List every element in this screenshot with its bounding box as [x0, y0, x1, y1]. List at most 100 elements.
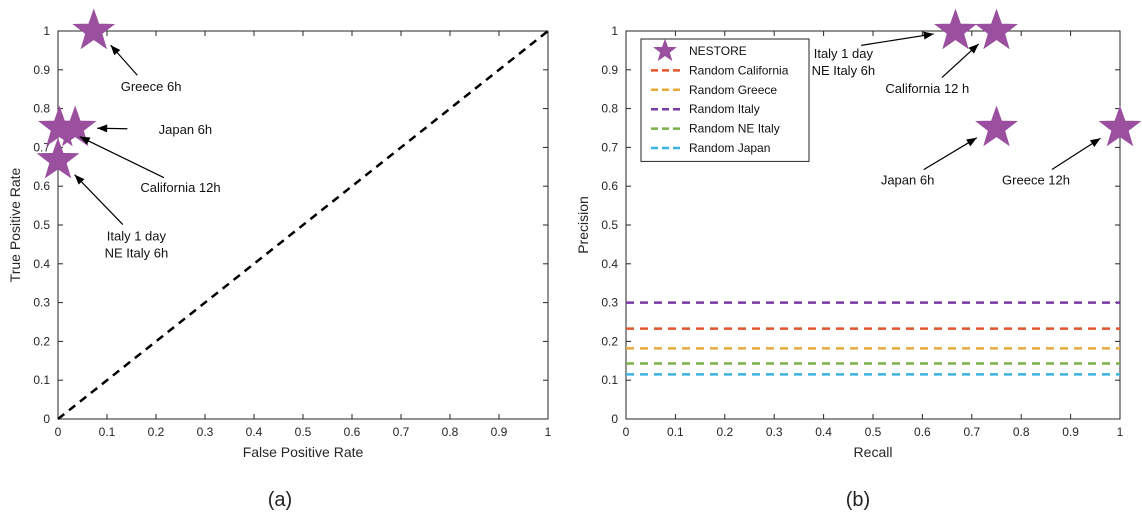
- annotation-arrow-head: [923, 31, 934, 40]
- annotation-line: California 12 h: [885, 81, 969, 96]
- data-point-star: [53, 105, 97, 147]
- y-tick-label: 0.7: [33, 140, 50, 154]
- annotation-line: Japan 6h: [159, 122, 213, 137]
- y-tick-label: 0.1: [33, 373, 50, 387]
- annotation-label: Japan 6h: [881, 172, 935, 187]
- annotation-arrow-shaft: [74, 174, 124, 225]
- data-point-star: [934, 8, 977, 50]
- y-tick-label: 0.9: [33, 63, 50, 77]
- x-tick-label: 0.8: [1013, 425, 1030, 439]
- legend: NESTORE Random California Random Greece Ran…: [640, 38, 810, 162]
- y-tick-label: 0: [43, 412, 50, 426]
- x-tick-label: 0.5: [865, 425, 882, 439]
- y-tick-label: 0.4: [601, 257, 618, 271]
- y-tick-label: 0.8: [601, 102, 618, 116]
- precision-recall-chart: 0 0.1 0.2 0.3 0.4 0.5 0.6 0.7 0.8 0.9 1 0 0.1 0.2 0.3 0…: [575, 8, 1142, 460]
- legend-entry-label: NESTORE: [689, 44, 747, 58]
- x-tick-label: 0.1: [99, 425, 116, 439]
- annotation-arrow-head: [966, 137, 977, 147]
- chance-diagonal-line: [57, 30, 549, 420]
- y-tick-label: 0.1: [601, 373, 618, 387]
- legend-entry-label: Random Greece: [689, 83, 777, 97]
- annotation-arrow-head: [74, 174, 85, 185]
- x-tick-label: 0: [623, 425, 630, 439]
- legend-swatch-star: [653, 38, 677, 62]
- annotation-arrow-head: [110, 45, 121, 56]
- x-tick-label: 0.5: [295, 425, 312, 439]
- y-tick-label: 0.7: [601, 140, 618, 154]
- x-tick-label: 0.7: [393, 425, 410, 439]
- legend-box: [640, 38, 810, 162]
- annotation-line: Italy 1 day: [814, 46, 874, 61]
- y-tick-label: 0.9: [601, 63, 618, 77]
- y-tick-label: 1: [43, 24, 50, 38]
- x-tick-label: 0.6: [914, 425, 931, 439]
- annotation-arrow-head: [1089, 138, 1101, 148]
- annotation-arrow-shaft: [923, 137, 978, 171]
- annotation-line: NE Italy 6h: [812, 63, 876, 78]
- annotation-line: Japan 6h: [881, 172, 935, 187]
- x-tick-label: 0.3: [197, 425, 214, 439]
- x-axis-label: Recall: [854, 444, 893, 460]
- x-tick-label: 0.6: [344, 425, 361, 439]
- y-tick-label: 0.6: [601, 179, 618, 193]
- x-tick-label: 0.9: [491, 425, 508, 439]
- annotation-line: Greece 6h: [121, 79, 182, 94]
- y-tick-label: 1: [611, 24, 618, 38]
- x-tick-label: 0.8: [442, 425, 459, 439]
- legend-entry-label: Random NE Italy: [689, 122, 780, 136]
- annotation-label: Italy 1 day NE Italy 6h: [105, 229, 169, 261]
- x-tick-label: 0.2: [716, 425, 733, 439]
- annotation-line: California 12h: [140, 180, 220, 195]
- data-point-star: [975, 8, 1018, 50]
- y-tick-label: 0.2: [601, 334, 618, 348]
- y-axis-label: Precision: [575, 196, 591, 254]
- y-tick-label: 0.5: [601, 218, 618, 232]
- x-axis-label: False Positive Rate: [243, 444, 364, 460]
- annotation-arrow-head: [97, 124, 108, 133]
- y-tick-label: 0.4: [33, 257, 50, 271]
- annotation-arrow-shaft: [79, 136, 165, 179]
- annotation-label: California 12 h: [885, 81, 969, 96]
- annotation-arrow-head: [79, 136, 91, 145]
- data-point-star: [1098, 105, 1142, 147]
- panel-label-b: (b): [846, 489, 870, 511]
- y-tick-label: 0.8: [33, 102, 50, 116]
- annotation-label: Greece 12h: [1002, 172, 1070, 187]
- x-tick-label: 1: [545, 425, 552, 439]
- x-tick-label: 0.1: [667, 425, 684, 439]
- annotation-label: California 12h: [140, 180, 220, 195]
- annotation-line: Italy 1 day: [107, 229, 167, 244]
- y-axis-label: True Positive Rate: [7, 167, 23, 282]
- annotation-label: Italy 1 day NE Italy 6h: [812, 46, 876, 78]
- roc-chart: 0 0.1 0.2 0.3 0.4 0.5 0.6 0.7 0.8 0.9 1 0 0.1 0.2 0.3 0…: [7, 8, 552, 460]
- x-tick-label: 0.9: [1062, 425, 1079, 439]
- data-point-star: [72, 8, 116, 50]
- x-tick-label: 1: [1117, 425, 1124, 439]
- y-tick-label: 0.3: [33, 296, 50, 310]
- y-tick-label: 0.2: [33, 334, 50, 348]
- x-tick-label: 0: [55, 425, 62, 439]
- panel-label-a: (a): [268, 489, 292, 511]
- annotation-line: Greece 12h: [1002, 172, 1070, 187]
- x-tick-label: 0.4: [246, 425, 263, 439]
- annotation-arrow-head: [968, 43, 979, 54]
- y-tick-label: 0: [611, 412, 618, 426]
- annotation-label: Japan 6h: [159, 122, 213, 137]
- x-tick-label: 0.7: [963, 425, 980, 439]
- x-tick-label: 0.3: [766, 425, 783, 439]
- data-point-star: [36, 137, 80, 179]
- annotation-label: Greece 6h: [121, 79, 182, 94]
- legend-entry-label: Random Italy: [689, 102, 760, 116]
- legend-entry-label: Random Japan: [689, 141, 770, 155]
- y-tick-label: 0.5: [33, 218, 50, 232]
- y-tick-label: 0.3: [601, 296, 618, 310]
- y-tick-label: 0.6: [33, 179, 50, 193]
- annotation-line: NE Italy 6h: [105, 246, 169, 261]
- data-point-star: [975, 105, 1018, 147]
- annotation-arrow-shaft: [861, 33, 934, 46]
- x-tick-label: 0.4: [815, 425, 832, 439]
- x-tick-label: 0.2: [148, 425, 165, 439]
- legend-entry-label: Random California: [689, 63, 789, 77]
